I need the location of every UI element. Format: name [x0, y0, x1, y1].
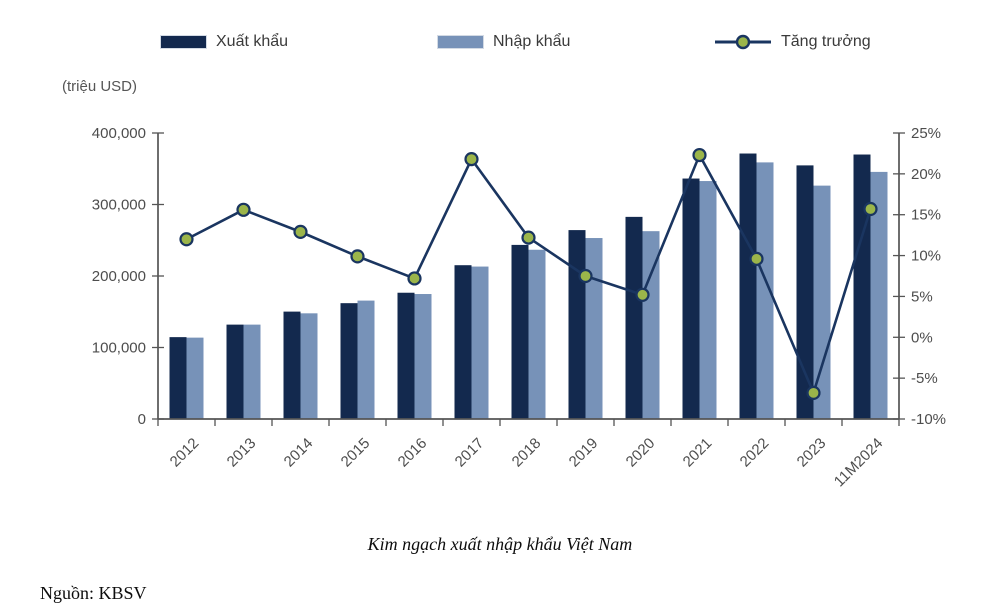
- x-axis-label-2020: 2020: [623, 435, 659, 471]
- bar-export-2022: [739, 153, 757, 419]
- left-axis-unit-label: (triệu USD): [62, 78, 138, 95]
- left-axis-tick-label: 400,000: [92, 125, 146, 142]
- bar-import-2013: [243, 324, 261, 419]
- legend-label-growth: Tăng trưởng: [781, 33, 871, 50]
- bar-export-11M2024: [853, 154, 871, 420]
- growth-marker-2013: [236, 202, 251, 217]
- x-axis-label-2015: 2015: [338, 435, 374, 471]
- growth-marker-2015: [350, 249, 365, 264]
- left-axis-tick-label: 0: [138, 411, 146, 428]
- bar-export-2016: [397, 292, 415, 419]
- import-bar-swatch: [437, 35, 484, 49]
- x-axis-label-2017: 2017: [452, 435, 488, 471]
- growth-marker-2018: [521, 230, 536, 245]
- legend: Xuất khẩu Nhập khẩu Tăng trưởng: [0, 30, 1000, 54]
- bar-export-2019: [568, 230, 586, 419]
- growth-line-swatch: [715, 34, 771, 50]
- left-axis-tick-label: 200,000: [92, 268, 146, 285]
- bar-import-2020: [642, 231, 660, 419]
- bar-import-2012: [186, 337, 204, 419]
- growth-marker-2022: [749, 251, 764, 266]
- legend-label-import: Nhập khẩu: [493, 33, 571, 50]
- right-axis-tick-label: -5%: [911, 370, 938, 387]
- right-axis-tick-label: 15%: [911, 207, 941, 224]
- export-bar-swatch: [160, 35, 207, 49]
- x-axis-label-2018: 2018: [509, 435, 545, 471]
- legend-item-export: Xuất khẩu: [160, 30, 288, 54]
- source-note: Nguồn: KBSV: [40, 583, 147, 603]
- growth-marker-2012: [179, 232, 194, 247]
- x-axis-label-11M2024: 11M2024: [831, 435, 886, 490]
- bar-export-2021: [682, 178, 700, 419]
- x-axis-label-2019: 2019: [566, 435, 602, 471]
- left-axis-tick-label: 100,000: [92, 340, 146, 357]
- bar-export-2018: [511, 244, 529, 419]
- chart-caption: Kim ngạch xuất nhập khẩu Việt Nam: [367, 534, 633, 554]
- x-axis-label-2023: 2023: [794, 435, 830, 471]
- growth-marker-2017: [464, 152, 479, 167]
- x-axis-label-2021: 2021: [680, 435, 716, 471]
- right-axis-tick-label: 10%: [911, 248, 941, 265]
- growth-marker-2019: [578, 268, 593, 284]
- growth-marker-2016: [407, 271, 422, 286]
- bar-import-2015: [357, 300, 375, 419]
- growth-marker-2020: [635, 287, 650, 302]
- bar-import-2014: [300, 313, 318, 419]
- x-axis-label-2013: 2013: [224, 435, 260, 471]
- bar-export-2012: [169, 337, 187, 419]
- right-axis-tick-label: 25%: [911, 125, 941, 142]
- chart-canvas: 0 100,000 200,000 300,000 400,000 -10% -5% 0% 5%…: [92, 125, 946, 490]
- right-axis-tick-label: 0%: [911, 329, 933, 346]
- bar-import-2019: [585, 238, 603, 419]
- legend-label-export: Xuất khẩu: [216, 33, 289, 50]
- bar-import-2021: [699, 181, 717, 419]
- x-axis-label-2016: 2016: [395, 435, 431, 471]
- left-axis-tick-label: 300,000: [92, 197, 146, 214]
- bar-export-2023: [796, 165, 814, 419]
- bar-import-2018: [528, 249, 546, 419]
- right-axis-tick-label: 5%: [911, 288, 933, 305]
- bar-import-2016: [414, 294, 432, 419]
- growth-marker-2023: [806, 385, 821, 400]
- growth-marker-11M2024: [863, 201, 878, 217]
- bar-import-2022: [756, 162, 774, 419]
- right-axis-tick-label: -10%: [911, 411, 946, 428]
- x-axis-label-2022: 2022: [737, 435, 773, 471]
- growth-marker-2014: [293, 224, 308, 239]
- growth-marker-2021: [692, 147, 707, 163]
- x-axis-label-2014: 2014: [281, 435, 317, 471]
- bar-import-2023: [813, 185, 831, 419]
- bar-import-2017: [471, 266, 489, 419]
- bar-export-2014: [283, 311, 301, 419]
- bar-export-2020: [625, 216, 643, 419]
- legend-item-growth: Tăng trưởng: [714, 30, 871, 54]
- bar-export-2015: [340, 303, 358, 419]
- bar-import-11M2024: [870, 171, 888, 419]
- bar-export-2017: [454, 265, 472, 419]
- right-axis-tick-label: 20%: [911, 166, 941, 183]
- x-axis-label-2012: 2012: [167, 435, 203, 471]
- legend-item-import: Nhập khẩu: [437, 30, 570, 54]
- bar-export-2013: [226, 324, 244, 419]
